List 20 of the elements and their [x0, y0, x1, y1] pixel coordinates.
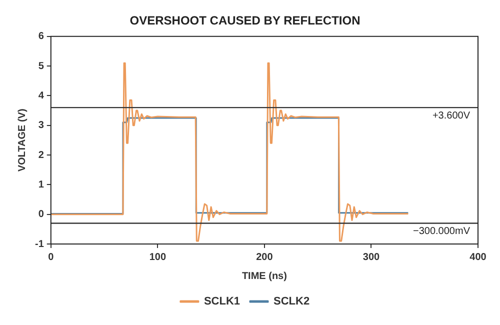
y-tick-label: -1	[34, 238, 44, 250]
y-tick-label: 4	[38, 90, 44, 102]
y-tick-label: 6	[38, 31, 44, 42]
x-axis-title: TIME (ns)	[242, 270, 287, 282]
x-tick-label: 0	[48, 252, 54, 263]
legend-label: SCLK1	[204, 296, 240, 308]
y-tick-label: 2	[38, 150, 44, 161]
ref-line-label: +3.600V	[432, 110, 470, 122]
y-tick-label: 5	[38, 60, 44, 72]
x-tick-label: 400	[470, 252, 487, 263]
x-tick-label: 200	[256, 252, 274, 263]
y-tick-label: 3	[38, 120, 44, 132]
x-tick-label: 100	[149, 252, 166, 263]
y-axis-title: VOLTAGE (V)	[16, 108, 28, 172]
legend-label: SCLK2	[274, 296, 310, 308]
y-tick-label: 1	[38, 179, 44, 190]
chart-title: OVERSHOOT CAUSED BY REFLECTION	[130, 14, 360, 28]
y-tick-label: 0	[38, 209, 44, 220]
ref-line-label: −300.000mV	[413, 226, 470, 237]
x-tick-label: 300	[362, 252, 380, 263]
